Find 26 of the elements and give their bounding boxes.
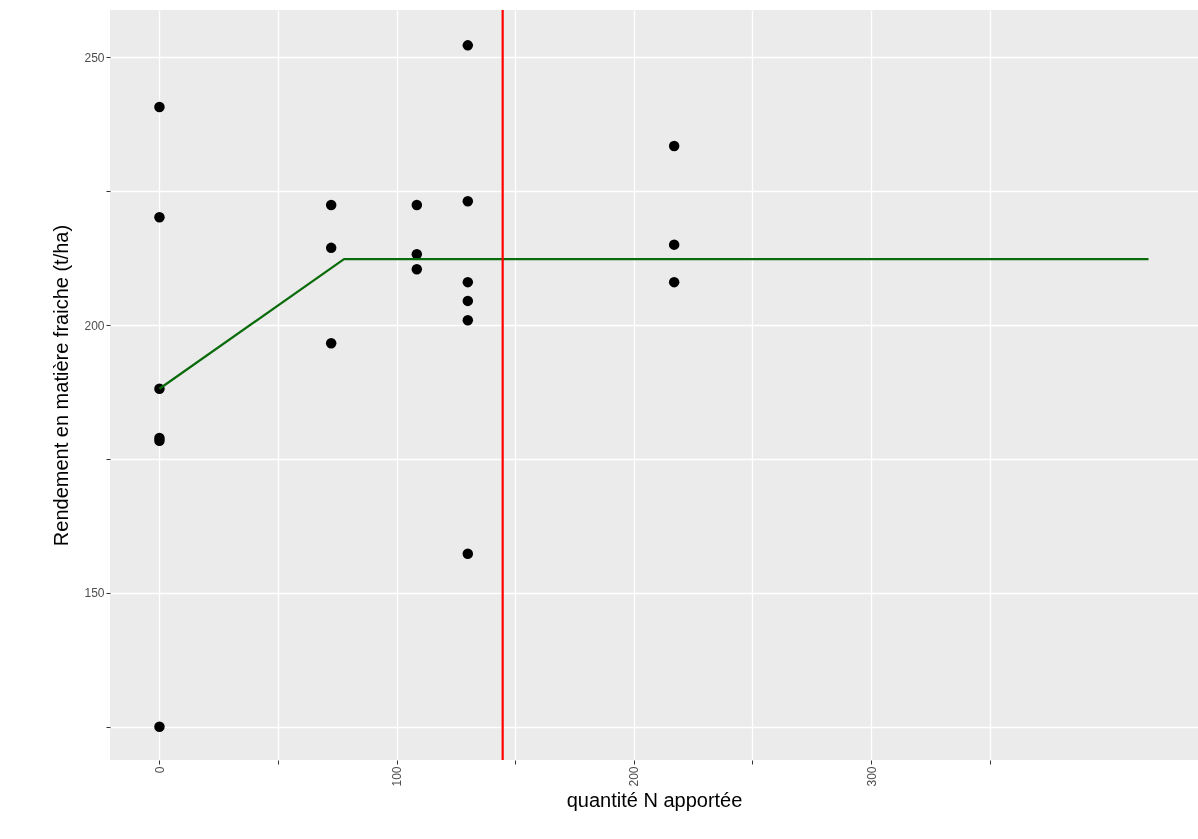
y-tick-label: 150 [84,586,105,601]
point [462,196,474,207]
x-tick-label: 100 [390,766,405,787]
point [462,40,474,51]
point [154,212,165,223]
y-tick-label: 250 [84,50,105,65]
point [462,314,474,326]
point [668,140,680,152]
point [668,276,680,288]
point [325,242,337,254]
point [325,199,337,211]
point [668,239,680,250]
point [325,337,337,349]
point [462,295,474,307]
point [462,276,474,288]
point [411,199,423,211]
y-axis-title: Rendement en matière fraiche (t/ha) [50,224,73,547]
y-tick-label: 200 [84,318,105,333]
x-tick-label: 200 [627,766,642,787]
point [411,264,423,275]
point [154,101,165,113]
x-tick-label: 300 [864,766,879,787]
point [154,721,165,733]
point [462,548,474,559]
x-tick-label: 0 [152,766,167,774]
x-axis-title: quantité N apportée [566,788,743,811]
